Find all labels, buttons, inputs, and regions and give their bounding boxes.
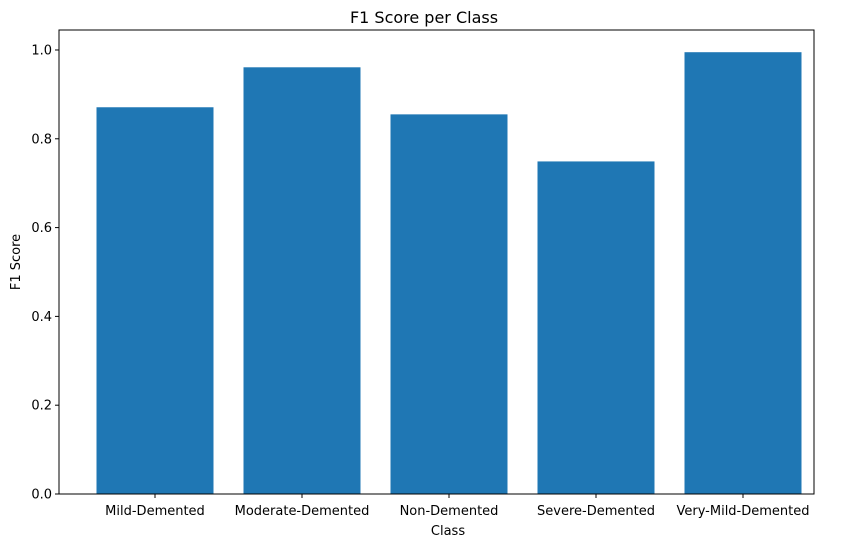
x-tick-label: Severe-Demented xyxy=(537,504,655,519)
bar-mild-demented xyxy=(96,107,214,494)
bar-non-demented xyxy=(390,114,508,494)
y-axis-ticks: 0.0 0.2 0.4 0.6 0.8 1.0 xyxy=(31,43,59,503)
plot-frame xyxy=(58,29,815,495)
y-tick-label: 0.2 xyxy=(31,399,52,414)
x-tick-label: Moderate-Demented xyxy=(235,504,370,519)
y-tick-label: 0.4 xyxy=(31,310,52,325)
bars-group xyxy=(96,52,802,494)
chart-title: F1 Score per Class xyxy=(350,8,498,27)
x-axis-label: Class xyxy=(431,524,465,539)
x-tick-label: Very-Mild-Demented xyxy=(676,504,809,519)
y-tick-label: 0.6 xyxy=(31,221,52,236)
bar-severe-demented xyxy=(537,161,655,494)
y-tick-label: 0.0 xyxy=(31,488,52,503)
y-tick-label: 1.0 xyxy=(31,43,52,58)
x-axis-ticks: Mild-Demented Moderate-Demented Non-Dement… xyxy=(105,494,810,519)
bar-very-mild-demented xyxy=(684,52,802,494)
x-tick-label: Non-Demented xyxy=(400,504,499,519)
bar-moderate-demented xyxy=(243,67,361,494)
y-tick-label: 0.8 xyxy=(31,132,52,147)
y-axis-label: F1 Score xyxy=(9,234,24,290)
x-tick-label: Mild-Demented xyxy=(105,504,205,519)
